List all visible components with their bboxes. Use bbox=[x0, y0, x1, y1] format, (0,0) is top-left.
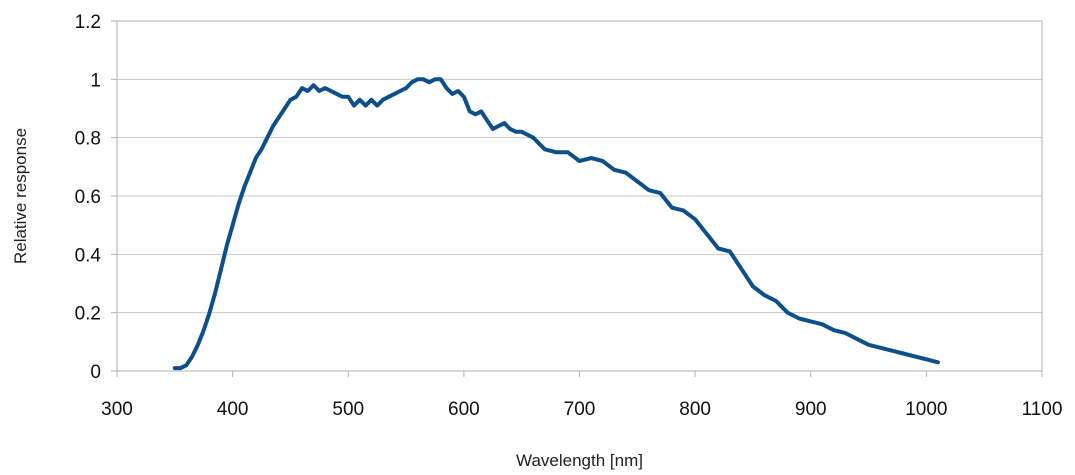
y-axis-title: Relative response bbox=[11, 128, 30, 264]
series-line-0 bbox=[172, 77, 940, 371]
y-tick-label: 0 bbox=[90, 362, 101, 383]
x-tick-label: 800 bbox=[679, 399, 711, 420]
series-group bbox=[172, 77, 940, 371]
x-tick-label: 1100 bbox=[1022, 399, 1063, 420]
x-tick-label: 1000 bbox=[905, 399, 947, 420]
x-tick-label: 700 bbox=[564, 399, 596, 420]
y-tick-label: 1.2 bbox=[75, 12, 101, 33]
y-tick-label: 0.4 bbox=[75, 245, 102, 266]
y-tick-label: 0.8 bbox=[75, 129, 101, 150]
y-tick-label: 0.2 bbox=[75, 304, 101, 325]
y-tick-label: 0.6 bbox=[75, 187, 101, 208]
y-tick-label: 1 bbox=[90, 70, 101, 91]
x-tick-label: 600 bbox=[448, 399, 480, 420]
x-tick-label: 900 bbox=[795, 399, 827, 420]
x-tick-label: 400 bbox=[217, 399, 249, 420]
x-axis-ticks: 300 400 500 600 700 800 900 1000 1100 bbox=[101, 371, 1062, 420]
x-tick-label: 500 bbox=[332, 399, 364, 420]
y-axis-ticks: 0 0.2 0.4 0.6 0.8 1 1.2 bbox=[75, 12, 117, 383]
x-tick-label: 300 bbox=[101, 399, 133, 420]
x-axis-title: Wavelength [nm] bbox=[516, 451, 643, 470]
